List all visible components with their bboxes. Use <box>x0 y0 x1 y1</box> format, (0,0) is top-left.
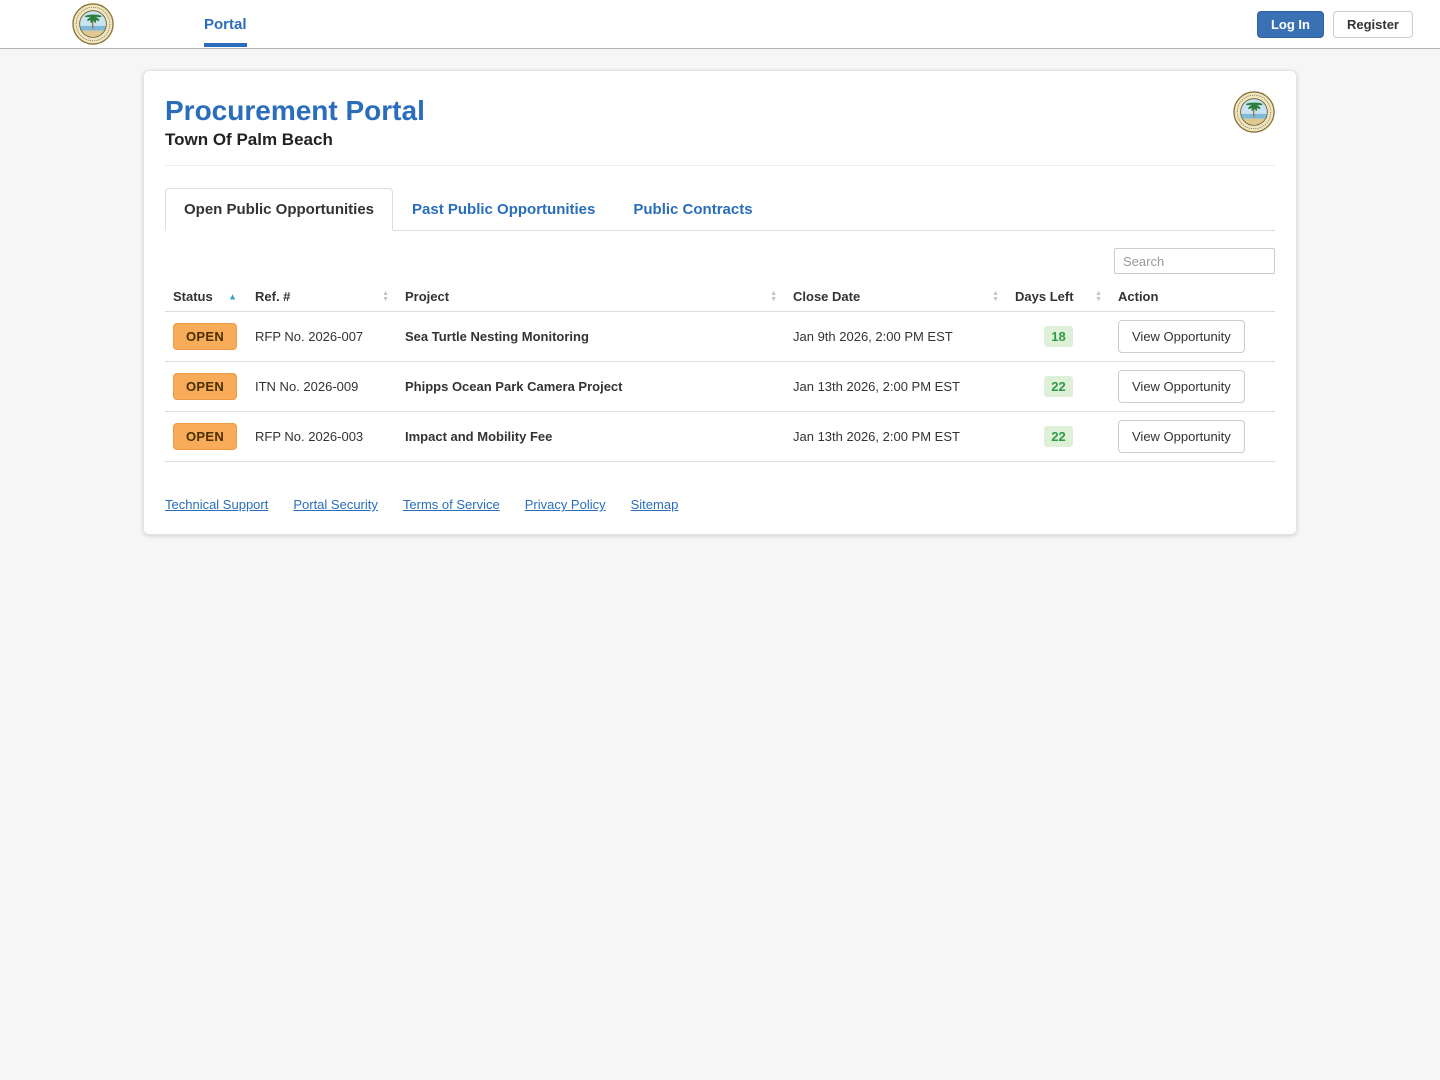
column-header-close-date[interactable]: Close Date ▲▼ <box>785 282 1007 312</box>
view-opportunity-button[interactable]: View Opportunity <box>1118 370 1245 403</box>
opportunities-table: Status ▲ Ref. # ▲▼ Project ▲▼ Close Da <box>165 282 1275 462</box>
column-header-project[interactable]: Project ▲▼ <box>397 282 785 312</box>
procurement-portal-card: Procurement Portal Town Of Palm Beach <box>143 70 1297 535</box>
days-left-badge: 18 <box>1044 326 1072 347</box>
tab-open-public-opportunities[interactable]: Open Public Opportunities <box>165 188 393 231</box>
status-cell: OPEN <box>165 312 247 362</box>
status-badge: OPEN <box>173 423 237 450</box>
register-button[interactable]: Register <box>1333 11 1413 38</box>
nav-portal-link[interactable]: Portal <box>204 0 247 49</box>
project-cell: Sea Turtle Nesting Monitoring <box>397 312 785 362</box>
table-row: OPEN ITN No. 2026-009 Phipps Ocean Park … <box>165 362 1275 412</box>
footer-links: Technical Support Portal Security Terms … <box>165 497 1275 512</box>
table-row: OPEN RFP No. 2026-003 Impact and Mobilit… <box>165 412 1275 462</box>
terms-of-service-link[interactable]: Terms of Service <box>403 497 500 512</box>
status-cell: OPEN <box>165 362 247 412</box>
login-button[interactable]: Log In <box>1257 11 1324 38</box>
sort-icon: ▲▼ <box>382 291 389 303</box>
table-header-row: Status ▲ Ref. # ▲▼ Project ▲▼ Close Da <box>165 282 1275 312</box>
page-subtitle: Town Of Palm Beach <box>165 130 425 150</box>
status-badge: OPEN <box>173 373 237 400</box>
sort-icon: ▲▼ <box>1095 291 1102 303</box>
town-seal-icon <box>1233 91 1275 133</box>
days-left-cell: 18 <box>1007 312 1110 362</box>
column-header-ref[interactable]: Ref. # ▲▼ <box>247 282 397 312</box>
action-cell: View Opportunity <box>1110 412 1275 462</box>
opportunities-tabs: Open Public Opportunities Past Public Op… <box>165 188 1275 231</box>
days-left-badge: 22 <box>1044 426 1072 447</box>
column-label: Ref. # <box>255 289 290 304</box>
page-body: Procurement Portal Town Of Palm Beach <box>0 49 1440 535</box>
status-cell: OPEN <box>165 412 247 462</box>
column-header-days-left[interactable]: Days Left ▲▼ <box>1007 282 1110 312</box>
column-label: Project <box>405 289 449 304</box>
tab-past-public-opportunities[interactable]: Past Public Opportunities <box>393 188 614 231</box>
tab-public-contracts[interactable]: Public Contracts <box>614 188 771 231</box>
privacy-policy-link[interactable]: Privacy Policy <box>525 497 606 512</box>
days-left-cell: 22 <box>1007 412 1110 462</box>
action-cell: View Opportunity <box>1110 312 1275 362</box>
sitemap-link[interactable]: Sitemap <box>631 497 679 512</box>
ref-cell: RFP No. 2026-003 <box>247 412 397 462</box>
column-label: Status <box>173 289 213 304</box>
town-seal-logo[interactable] <box>72 3 114 45</box>
view-opportunity-button[interactable]: View Opportunity <box>1118 420 1245 453</box>
town-seal-icon <box>72 3 114 45</box>
technical-support-link[interactable]: Technical Support <box>165 497 268 512</box>
search-input[interactable] <box>1114 248 1275 274</box>
close-date-cell: Jan 9th 2026, 2:00 PM EST <box>785 312 1007 362</box>
column-label: Days Left <box>1015 289 1074 304</box>
column-label: Action <box>1118 289 1158 304</box>
project-cell: Impact and Mobility Fee <box>397 412 785 462</box>
ref-cell: RFP No. 2026-007 <box>247 312 397 362</box>
sort-ascending-icon: ▲ <box>228 292 237 301</box>
town-seal-emblem <box>1233 91 1275 138</box>
column-label: Close Date <box>793 289 860 304</box>
days-left-cell: 22 <box>1007 362 1110 412</box>
view-opportunity-button[interactable]: View Opportunity <box>1118 320 1245 353</box>
project-cell: Phipps Ocean Park Camera Project <box>397 362 785 412</box>
table-row: OPEN RFP No. 2026-007 Sea Turtle Nesting… <box>165 312 1275 362</box>
header-divider <box>165 165 1275 166</box>
top-navbar: Portal Log In Register <box>0 0 1440 49</box>
open-opportunities-panel: Status ▲ Ref. # ▲▼ Project ▲▼ Close Da <box>165 231 1275 512</box>
portal-security-link[interactable]: Portal Security <box>293 497 378 512</box>
days-left-badge: 22 <box>1044 376 1072 397</box>
page-title: Procurement Portal <box>165 95 425 127</box>
status-badge: OPEN <box>173 323 237 350</box>
ref-cell: ITN No. 2026-009 <box>247 362 397 412</box>
action-cell: View Opportunity <box>1110 362 1275 412</box>
close-date-cell: Jan 13th 2026, 2:00 PM EST <box>785 362 1007 412</box>
close-date-cell: Jan 13th 2026, 2:00 PM EST <box>785 412 1007 462</box>
sort-icon: ▲▼ <box>992 291 999 303</box>
column-header-action: Action <box>1110 282 1275 312</box>
card-header: Procurement Portal Town Of Palm Beach <box>165 91 1275 150</box>
sort-icon: ▲▼ <box>770 291 777 303</box>
auth-actions: Log In Register <box>1257 11 1413 38</box>
column-header-status[interactable]: Status ▲ <box>165 282 247 312</box>
